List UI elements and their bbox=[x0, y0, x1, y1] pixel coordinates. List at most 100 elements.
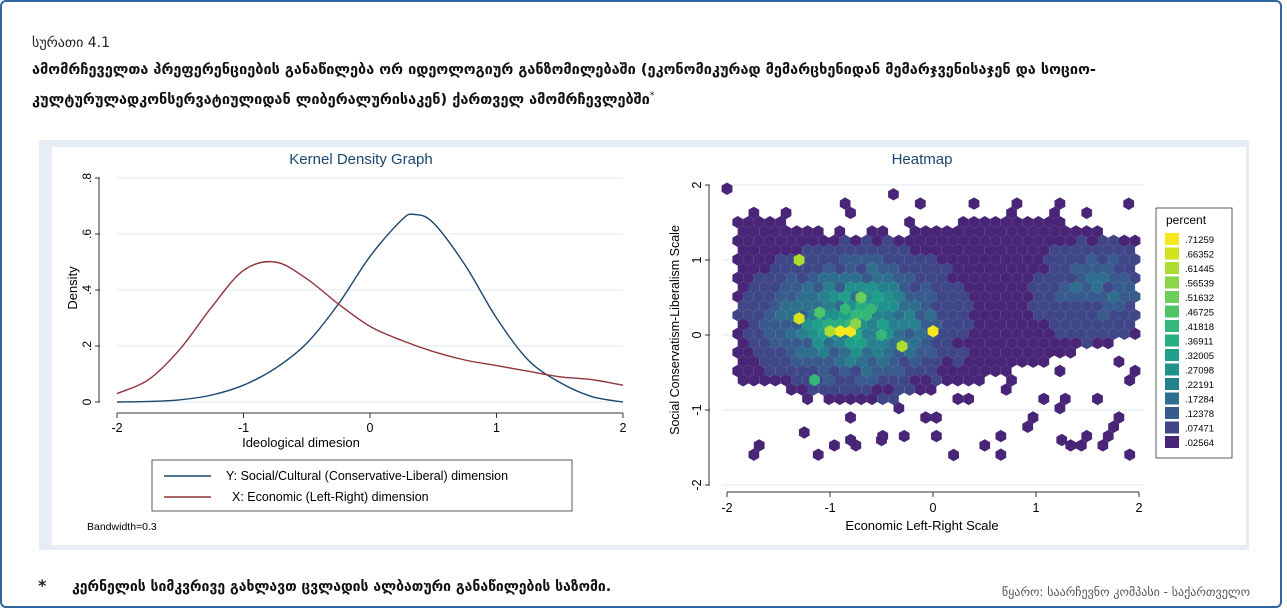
heatmap-hex bbox=[796, 346, 808, 359]
kernel-y-tick-label: .2 bbox=[80, 341, 94, 351]
heatmap-hex bbox=[748, 355, 760, 368]
heatmap-hex bbox=[995, 299, 1007, 313]
heatmap-hex bbox=[812, 355, 824, 368]
heatmap-hex bbox=[743, 216, 754, 229]
heatmap-hex bbox=[1076, 290, 1087, 303]
heatmap-hex bbox=[974, 225, 985, 238]
heatmap-hex bbox=[990, 290, 1001, 303]
heatmap-legend-label: .41818 bbox=[1185, 322, 1214, 333]
heatmap-hex bbox=[1102, 243, 1114, 257]
heatmap-hex-hot bbox=[824, 325, 836, 338]
heatmap-hex bbox=[748, 281, 760, 294]
heatmap-hex bbox=[941, 281, 953, 294]
heatmap-hex bbox=[839, 253, 851, 266]
heatmap-hex bbox=[990, 253, 1001, 266]
heatmap-hex bbox=[737, 281, 749, 294]
heatmap-hex bbox=[963, 374, 974, 387]
heatmap-hex bbox=[1081, 299, 1093, 313]
heatmap-hex bbox=[941, 336, 953, 350]
heatmap-hex bbox=[898, 299, 910, 313]
heatmap-hex bbox=[1027, 318, 1039, 331]
heatmap-hex bbox=[780, 262, 792, 275]
heatmap-legend-title: percent bbox=[1166, 213, 1207, 227]
heatmap-hex bbox=[990, 327, 1001, 340]
heatmap-hex bbox=[748, 299, 760, 313]
heatmap-x-axis-label: Economic Left-Right Scale bbox=[845, 518, 998, 533]
heatmap-hex bbox=[1102, 281, 1114, 294]
heatmap-hex bbox=[753, 364, 765, 378]
heatmap-hex-outlier bbox=[876, 433, 887, 447]
heatmap-hex bbox=[1108, 309, 1119, 322]
heatmap-hex bbox=[823, 336, 835, 350]
heatmap-hex bbox=[1124, 243, 1136, 257]
heatmap-hex bbox=[1086, 309, 1098, 322]
heatmap-hex bbox=[780, 299, 792, 313]
heatmap-hex bbox=[925, 309, 937, 322]
heatmap-hex bbox=[861, 253, 872, 266]
heatmap-hex bbox=[759, 225, 770, 238]
heatmap-hex bbox=[1119, 271, 1130, 285]
heatmap-hex bbox=[990, 234, 1001, 247]
heatmap-hex bbox=[780, 243, 792, 257]
heatmap-hex bbox=[786, 346, 797, 359]
heatmap-hex bbox=[829, 383, 840, 396]
figure-title: ამომრჩეველთა პრეფერენციების განაწილება ო… bbox=[32, 57, 1242, 113]
heatmap-hex bbox=[995, 262, 1007, 275]
heatmap-hex bbox=[1016, 318, 1028, 331]
heatmap-hex bbox=[925, 290, 937, 303]
heatmap-y-tick-label: 1 bbox=[690, 256, 704, 263]
heatmap-hex bbox=[1043, 290, 1055, 303]
heatmap-hex bbox=[861, 364, 872, 378]
heatmap-hex bbox=[753, 327, 765, 340]
heatmap-hex bbox=[995, 318, 1007, 331]
heatmap-hex bbox=[866, 374, 878, 387]
heatmap-hex bbox=[1086, 271, 1098, 285]
heatmap-hex bbox=[748, 225, 760, 238]
heatmap-hex bbox=[893, 253, 905, 266]
heatmap-hex bbox=[775, 271, 787, 285]
heatmap-hex bbox=[957, 290, 969, 303]
heatmap-hex bbox=[909, 355, 921, 368]
heatmap-hex bbox=[872, 253, 883, 266]
heatmap-hex bbox=[1049, 206, 1060, 220]
heatmap-hex bbox=[764, 309, 776, 322]
heatmap-hex bbox=[1006, 243, 1017, 257]
heatmap-hex bbox=[839, 383, 851, 396]
heatmap-hex bbox=[764, 327, 776, 340]
heatmap-hex bbox=[866, 355, 878, 368]
heatmap-hex bbox=[834, 281, 846, 294]
kernel-series-social bbox=[116, 213, 624, 403]
kernel-x-tick-label: 1 bbox=[493, 421, 500, 435]
heatmap-hex bbox=[1070, 281, 1082, 294]
heatmap-hex bbox=[952, 336, 964, 350]
heatmap-hex bbox=[737, 299, 749, 313]
heatmap-hex bbox=[914, 197, 926, 210]
heatmap-hex bbox=[893, 383, 905, 396]
heatmap-y-tick-label: 0 bbox=[690, 331, 704, 338]
kernel-series-lines bbox=[116, 213, 624, 403]
heatmap-hex bbox=[1129, 271, 1141, 285]
heatmap-hex bbox=[1081, 336, 1093, 350]
heatmap-hex bbox=[850, 346, 862, 359]
heatmap-hex bbox=[764, 346, 776, 359]
heatmap-hex bbox=[1038, 336, 1050, 350]
heatmap-hex bbox=[802, 281, 813, 294]
heatmap-hex bbox=[1092, 262, 1103, 275]
heatmap-hex bbox=[839, 346, 851, 359]
heatmap-hex bbox=[888, 318, 899, 331]
heatmap-hex bbox=[759, 299, 770, 313]
heatmap-hex bbox=[1065, 439, 1076, 452]
heatmap-hex bbox=[823, 374, 835, 387]
heatmap-hex bbox=[1059, 392, 1071, 406]
heatmap-hex bbox=[909, 374, 921, 387]
heatmap-hex bbox=[877, 392, 889, 406]
heatmap-hex bbox=[748, 243, 760, 257]
heatmap-hex bbox=[984, 336, 996, 350]
heatmap-hex bbox=[845, 355, 856, 368]
heatmap-hex bbox=[990, 346, 1001, 359]
heatmap-hex bbox=[1049, 281, 1060, 294]
heatmap-hex bbox=[1129, 364, 1141, 378]
heatmap-hex bbox=[990, 271, 1001, 285]
heatmap-hex bbox=[770, 262, 781, 275]
heatmap-hex bbox=[995, 281, 1007, 294]
